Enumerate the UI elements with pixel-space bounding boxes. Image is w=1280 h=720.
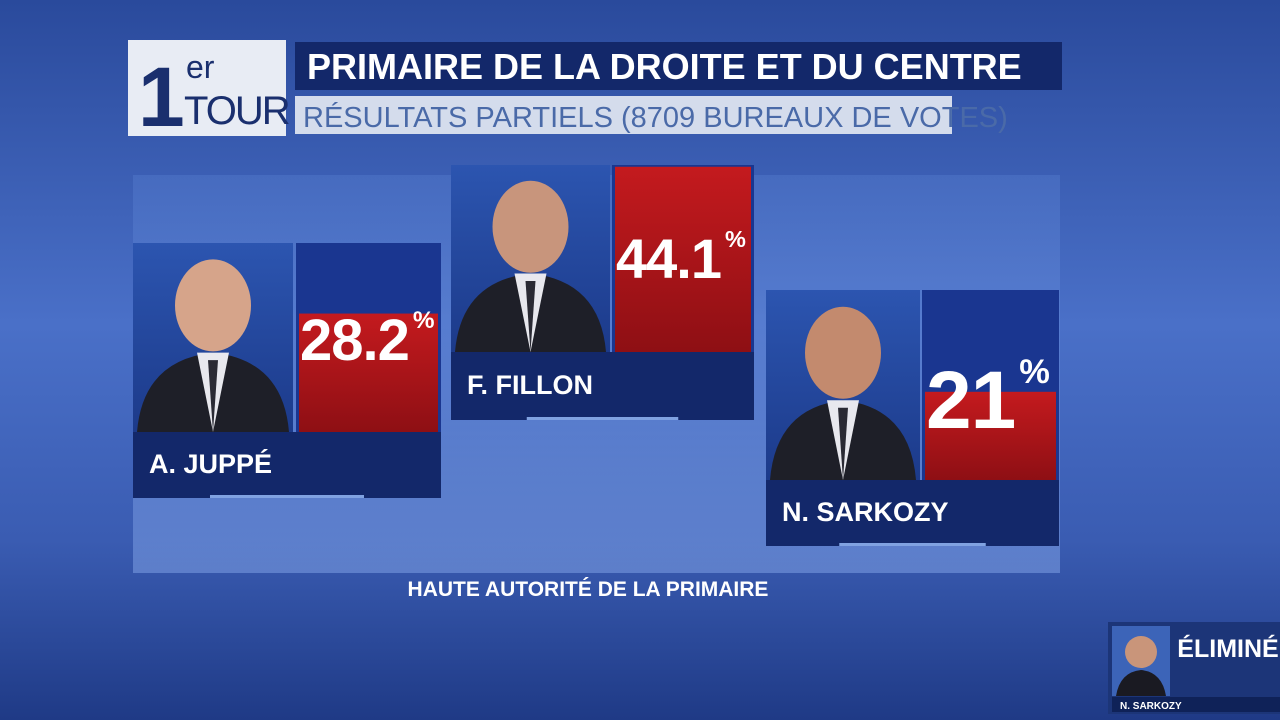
name-glow: [839, 543, 986, 546]
round-label: TOUR: [184, 89, 290, 133]
name-bar: [133, 432, 441, 498]
unit: %: [413, 307, 435, 334]
photo-head: [805, 306, 881, 399]
name-glow: [210, 495, 364, 498]
value: 44.1: [616, 227, 721, 290]
round-badge: [128, 40, 286, 136]
inset-suit: [1116, 670, 1166, 696]
candidate-name: N. SARKOZY: [782, 497, 949, 527]
subtitle-bar: [295, 96, 952, 134]
value-bar: [925, 391, 1056, 480]
round-superscript: er: [186, 49, 215, 85]
candidate-name: A. JUPPÉ: [149, 448, 272, 479]
source: HAUTE AUTORITÉ DE LA PRIMAIRE: [408, 578, 769, 601]
title: PRIMAIRE DE LA DROITE ET DU CENTRE: [307, 46, 1022, 87]
title-bar: [295, 42, 1062, 90]
photo-head: [492, 180, 569, 273]
candidate-name: F. FILLON: [467, 370, 593, 400]
inset-status: ÉLIMINÉ: [1177, 634, 1278, 663]
name-glow: [526, 417, 679, 420]
photo-head: [175, 259, 251, 352]
name-bar: [451, 352, 754, 420]
unit: %: [1019, 353, 1050, 391]
photo-tie: [208, 360, 218, 432]
value: 21: [926, 355, 1015, 446]
value-bar: [615, 166, 751, 352]
photo-tie: [838, 407, 848, 480]
value: 28.2: [300, 308, 409, 373]
subtitle: RÉSULTATS PARTIELS (8709 BUREAUX DE VOTE…: [303, 101, 1008, 134]
inset-name: N. SARKOZY: [1120, 701, 1182, 712]
value-bar: [299, 313, 438, 432]
inset-head: [1125, 636, 1157, 668]
unit: %: [725, 226, 746, 252]
inset-name-bar: [1112, 697, 1280, 712]
photo-tie: [525, 280, 536, 352]
name-bar: [766, 480, 1059, 546]
round-number: 1: [138, 50, 185, 144]
